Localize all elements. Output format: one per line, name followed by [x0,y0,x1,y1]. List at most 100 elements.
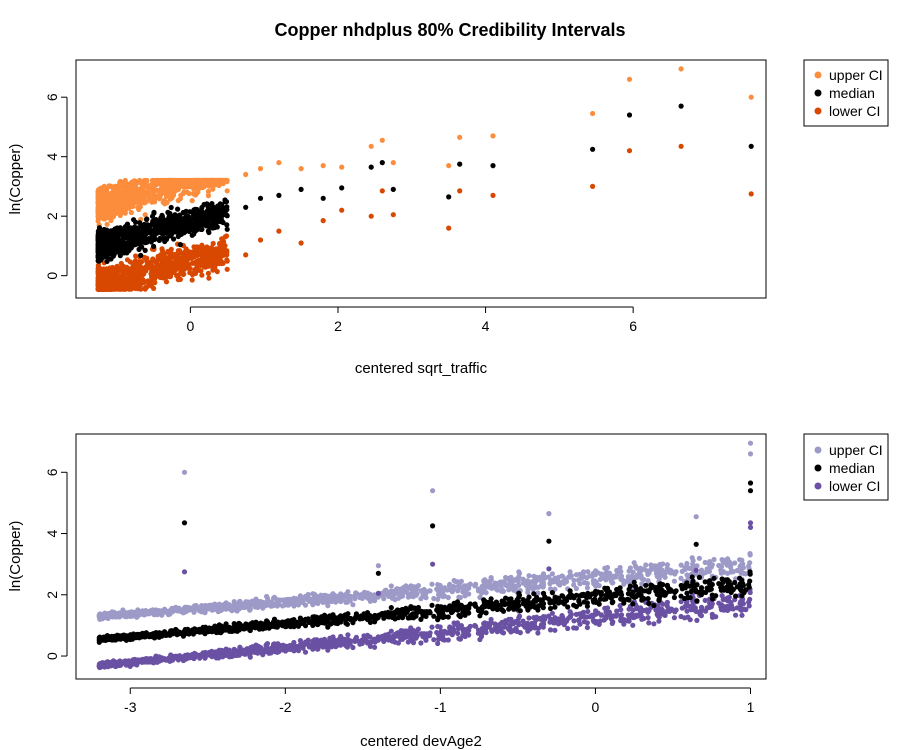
lower-ci-point [354,637,360,644]
upper-ci-point [414,591,420,597]
upper-ci-point [345,589,351,595]
lower-ci-point [121,267,127,273]
lower-ci-point [133,253,139,259]
lower-ci-point [678,599,684,605]
lower-ci-point [357,641,363,647]
upper-ci-point [621,581,627,587]
upper-ci-point [678,562,684,568]
upper-ci-point [436,592,442,598]
lower-ci-point [361,635,368,642]
legend-marker-median [814,89,822,97]
upper-ci-point [738,570,744,576]
lower-ci-point [162,266,168,272]
lower-ci-point [618,607,624,613]
lower-ci-point [133,658,139,664]
upper-ci-point [319,593,325,599]
median-point [490,163,496,169]
lower-ci-point [565,625,571,632]
upper-ci-point [626,76,633,82]
upper-ci-point [219,177,225,184]
lower-ci-point [506,617,512,623]
lower-ci-point [168,652,174,658]
lower-ci-point [199,272,205,278]
lower-ci-point [703,608,709,614]
lower-ci-point [153,265,159,271]
upper-ci-point [455,588,461,594]
median-point [201,201,207,208]
lower-ci-point [102,276,109,282]
upper-ci-point [307,598,313,604]
upper-ci-point [151,609,157,616]
lower-ci-point [274,645,280,651]
lower-ci-point [395,640,401,646]
median-point [144,239,150,245]
upper-ci-point [359,594,365,600]
lower-ci-point [183,656,189,662]
upper-ci-point [626,568,632,574]
median-point [180,209,186,216]
upper-ci-point [407,592,414,599]
median-point [748,143,754,149]
upper-ci-point [269,602,275,608]
median-point [223,199,230,205]
lower-ci-point [444,630,450,636]
lower-ci-point [320,218,326,224]
lower-ci-point [175,277,181,283]
lower-ci-point [399,632,405,638]
upper-ci-point [398,594,404,600]
median-point [165,209,171,215]
upper-ci-point [740,565,747,571]
lower-ci-point [291,639,297,646]
lower-ci-point [350,644,356,651]
lower-ci-point [196,257,202,263]
data-points-bottom [96,440,754,671]
median-point [101,226,107,233]
lower-ci-point [445,637,451,643]
lower-ci-point [489,628,495,634]
upper-ci-point [531,578,538,584]
upper-ci-point [194,177,200,184]
upper-ci-point [291,595,297,601]
lower-ci-point [621,621,627,627]
median-point [110,253,116,259]
upper-ci-point [128,209,134,216]
lower-ci-point [671,615,678,621]
lower-ci-point [411,628,417,634]
upper-ci-point [162,177,168,184]
upper-ci-point [227,604,233,610]
lower-ci-point [122,661,129,667]
upper-ci-point [368,143,374,149]
lower-ci-point [203,254,209,260]
lower-ci-point [718,607,725,613]
lower-ci-point [725,595,731,601]
lower-ci-point [738,607,744,613]
lower-ci-point [638,612,644,619]
lower-ci-point [224,249,230,255]
lower-ci-point [161,251,167,257]
upper-ci-point [295,602,302,608]
lower-ci-point [706,604,712,610]
lower-ci-point [403,630,409,636]
lower-ci-point [248,645,254,651]
lower-ci-point [172,655,178,661]
upper-ci-point [614,572,620,578]
median-point [102,237,109,243]
y-tick-label: 6 [44,93,60,101]
lower-ci-point [153,273,159,279]
lower-ci-point [447,627,454,633]
lower-ci-point [646,620,652,626]
upper-ci-point [103,612,109,618]
upper-ci-point [159,184,165,190]
lower-ci-point [159,246,165,252]
lower-ci-point [728,606,734,612]
upper-ci-point [589,573,595,579]
median-point [446,194,452,200]
upper-ci-point [112,211,118,217]
upper-ci-point [435,596,441,602]
lower-ci-point [540,621,547,627]
lower-ci-point [728,599,734,606]
upper-ci-point [573,585,580,592]
upper-ci-point [603,576,609,583]
upper-ci-point [516,570,523,576]
